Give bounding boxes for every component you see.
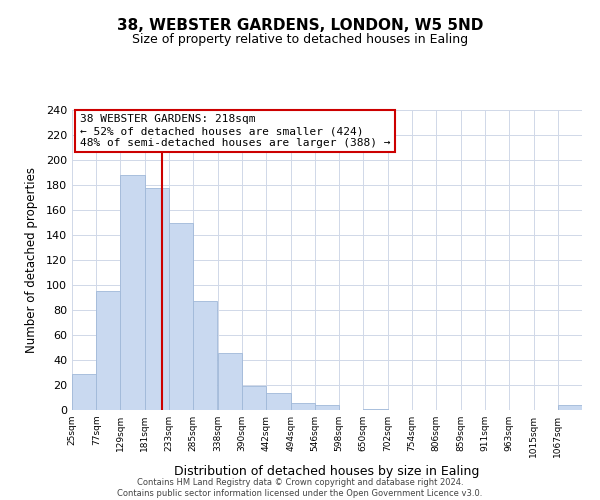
Text: Contains HM Land Registry data © Crown copyright and database right 2024.
Contai: Contains HM Land Registry data © Crown c… [118, 478, 482, 498]
Bar [218, 352, 242, 410]
Text: Size of property relative to detached houses in Ealing: Size of property relative to detached ho… [132, 32, 468, 46]
Bar [364, 409, 388, 410]
Bar [315, 405, 339, 410]
Bar [193, 301, 217, 410]
Bar [558, 405, 582, 410]
Bar [96, 291, 121, 410]
Text: 38, WEBSTER GARDENS, LONDON, W5 5ND: 38, WEBSTER GARDENS, LONDON, W5 5ND [117, 18, 483, 32]
Bar [145, 188, 169, 410]
Bar [242, 386, 266, 410]
Bar [121, 175, 145, 410]
Bar [266, 392, 290, 410]
Y-axis label: Number of detached properties: Number of detached properties [25, 167, 38, 353]
Bar [290, 402, 315, 410]
Text: 38 WEBSTER GARDENS: 218sqm
← 52% of detached houses are smaller (424)
48% of sem: 38 WEBSTER GARDENS: 218sqm ← 52% of deta… [80, 114, 390, 148]
X-axis label: Distribution of detached houses by size in Ealing: Distribution of detached houses by size … [175, 466, 479, 478]
Bar [169, 222, 193, 410]
Bar [72, 374, 96, 410]
